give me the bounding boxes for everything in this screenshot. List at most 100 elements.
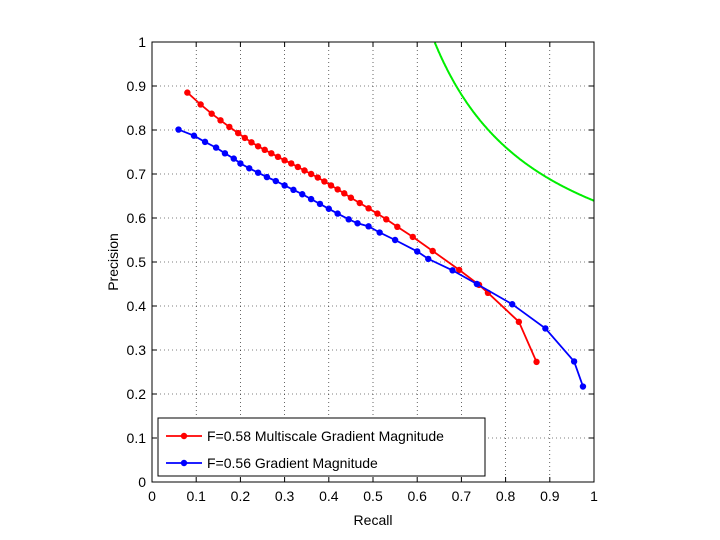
data-point: [327, 182, 335, 189]
x-tick-label: 0.6: [407, 488, 427, 504]
x-tick-label: 0.8: [496, 488, 516, 504]
data-point: [274, 153, 282, 161]
ticks: 0 0.1 0.2 0.3 0.4 0.5 0.6 0.7 0.8 0.9 1 0 0.1 0.2 0.3 0…: [127, 34, 599, 504]
data-point: [394, 223, 401, 230]
legend: F=0.58 Multiscale Gradient Magnitude F=0.…: [157, 417, 486, 477]
data-point: [246, 165, 253, 172]
y-tick-label: 0: [138, 474, 146, 490]
data-point: [197, 101, 204, 108]
data-point: [429, 247, 436, 255]
x-tick-label: 0.5: [363, 488, 383, 504]
data-point: [579, 383, 587, 390]
iso-f-curve: [433, 42, 594, 202]
data-point: [509, 301, 516, 308]
y-tick-label: 0.6: [127, 210, 147, 226]
data-point: [341, 190, 348, 197]
data-point: [354, 220, 361, 227]
y-tick-label: 0.4: [127, 298, 147, 314]
data-point: [542, 325, 549, 332]
data-point: [221, 150, 229, 157]
data-point: [334, 186, 341, 193]
data-point: [391, 236, 399, 244]
data-point: [307, 195, 315, 203]
series-0: [184, 89, 540, 366]
x-tick-label: 0.4: [319, 488, 339, 504]
data-point: [321, 178, 328, 185]
data-point: [184, 89, 191, 96]
data-point: [263, 173, 271, 181]
data-point: [208, 110, 215, 117]
data-point: [212, 144, 220, 151]
y-tick-label: 0.3: [127, 342, 147, 358]
data-point: [254, 143, 262, 150]
data-point: [261, 146, 268, 153]
data-point: [248, 139, 255, 146]
data-point: [234, 129, 242, 137]
y-tick-label: 0.7: [127, 166, 147, 182]
y-tick-label: 0.8: [127, 122, 147, 138]
series-1: [175, 126, 587, 390]
data-point: [254, 169, 262, 176]
data-point: [230, 155, 237, 162]
data-point: [241, 134, 249, 142]
x-tick-label: 0.3: [275, 488, 295, 504]
legend-swatch-marker: [180, 432, 188, 440]
data-point: [237, 160, 244, 167]
y-axis-title: Precision: [105, 233, 121, 291]
iso-f-curve-layer: [433, 42, 594, 202]
data-point: [190, 132, 198, 139]
data-point: [449, 267, 456, 274]
data-point: [376, 229, 383, 236]
data-point: [301, 167, 308, 174]
x-tick-label: 0: [148, 488, 156, 504]
data-point: [290, 186, 297, 194]
data-point: [268, 150, 275, 157]
x-tick-label: 0.1: [186, 488, 206, 504]
data-point: [425, 255, 432, 263]
data-point: [365, 205, 372, 212]
y-tick-label: 0.9: [127, 78, 147, 94]
data-point: [533, 358, 540, 366]
legend-box: [157, 417, 486, 477]
x-tick-label: 0.7: [452, 488, 472, 504]
data-point: [272, 177, 279, 185]
data-point: [570, 358, 578, 365]
data-point: [374, 210, 381, 217]
legend-entry-label: F=0.56 Gradient Magnitude: [207, 455, 378, 471]
data-point: [281, 157, 288, 164]
data-point: [347, 194, 355, 201]
data-point: [217, 117, 224, 124]
y-tick-label: 0.5: [127, 254, 147, 270]
data-point: [414, 248, 421, 255]
data-point: [409, 233, 416, 241]
data-point: [383, 216, 390, 223]
data-point: [473, 280, 481, 288]
y-tick-label: 0.1: [127, 430, 147, 446]
data-point: [334, 210, 341, 217]
x-tick-label: 0.2: [231, 488, 251, 504]
data-point: [325, 205, 332, 212]
data-point: [299, 191, 306, 198]
legend-swatch-marker: [180, 459, 188, 467]
data-point: [281, 182, 288, 189]
data-point: [175, 126, 182, 133]
x-tick-label: 1: [590, 488, 598, 504]
data-point: [345, 216, 352, 223]
x-axis-title: Recall: [354, 512, 393, 528]
data-point: [316, 200, 324, 208]
legend-entry-label: F=0.58 Multiscale Gradient Magnitude: [207, 428, 444, 444]
data-point: [356, 199, 363, 207]
data-point: [314, 174, 321, 181]
data-point: [294, 163, 302, 171]
y-tick-label: 0.2: [127, 386, 147, 402]
y-tick-label: 1: [138, 34, 146, 50]
x-tick-label: 0.9: [540, 488, 560, 504]
data-point: [365, 223, 372, 230]
data-point: [288, 160, 295, 167]
data-point: [307, 170, 315, 178]
series-layer: [175, 89, 587, 390]
data-point: [515, 318, 523, 326]
data-point: [201, 138, 209, 146]
data-point: [455, 266, 463, 274]
